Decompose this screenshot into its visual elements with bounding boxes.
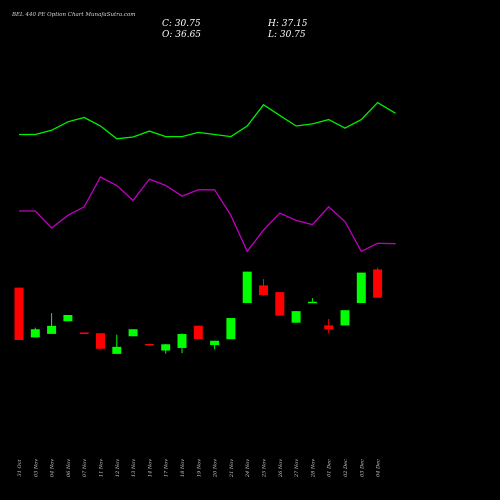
candle-body — [356, 272, 366, 303]
candle-body — [324, 325, 334, 330]
candle-body — [144, 343, 154, 346]
x-tick-label: 18 Nov — [180, 459, 186, 477]
candle-body — [307, 301, 317, 304]
candle-body — [275, 292, 285, 316]
indicator-lines — [19, 101, 396, 253]
candle-body — [226, 318, 236, 340]
candle-body — [79, 332, 89, 335]
open-readout: O: 36.65 — [162, 30, 201, 40]
x-tick-label: 04 Nov — [50, 459, 56, 477]
candle-body — [112, 346, 122, 354]
x-tick-label: 19 Nov — [196, 459, 202, 477]
candle-body — [30, 329, 40, 338]
x-tick-label: 28 Nov — [310, 459, 316, 478]
x-tick-label: 17 Nov — [164, 459, 170, 477]
x-tick-label: 31 Oct — [17, 459, 23, 477]
x-tick-label: 02 Dec — [343, 459, 349, 477]
candle-body — [291, 311, 301, 323]
low-readout: L: 30.75 — [267, 30, 306, 40]
candle-body — [161, 344, 171, 351]
x-tick-label: 14 Nov — [147, 459, 153, 477]
x-tick-label: 21 Nov — [229, 459, 235, 478]
candle-body — [128, 329, 138, 337]
candle-body — [242, 271, 252, 303]
candles — [14, 267, 383, 354]
x-tick-label: 01 Dec — [327, 459, 333, 477]
x-tick-label: 07 Nov — [82, 459, 88, 477]
chart-title: BEL 440 PE Option Chart MunafaSutra.com — [11, 12, 135, 18]
x-tick-label: 27 Nov — [294, 459, 300, 478]
x-tick-label: 13 Nov — [131, 459, 137, 477]
x-tick-label: 03 Nov — [33, 459, 39, 477]
upper-line-series — [19, 101, 396, 140]
candle-body — [373, 269, 383, 298]
candle-body — [47, 325, 57, 334]
x-axis-ticks: 31 Oct 03 Nov 04 Nov 06 Nov 07 Nov 11 Nov 12 N… — [17, 459, 382, 478]
x-tick-label: 06 Nov — [66, 459, 72, 477]
x-tick-label: 11 Nov — [99, 459, 105, 477]
candle-body — [259, 285, 268, 295]
x-tick-label: 12 Nov — [115, 459, 121, 477]
candle-body — [96, 333, 105, 349]
x-tick-label: 24 Nov — [245, 459, 251, 478]
candle-body — [14, 287, 24, 340]
candle-body — [63, 315, 73, 322]
close-readout: C: 30.75 — [162, 19, 201, 29]
candle-body — [177, 334, 187, 348]
x-tick-label: 20 Nov — [213, 459, 219, 478]
high-readout: H: 37.15 — [267, 19, 308, 29]
candle-body — [193, 325, 203, 340]
x-tick-label: 04 Dec — [376, 459, 382, 477]
lower-line-series — [19, 176, 396, 253]
x-tick-label: 26 Nov — [278, 459, 284, 478]
x-tick-label: 25 Nov — [262, 459, 268, 478]
candle-body — [210, 340, 220, 346]
candle-body — [340, 310, 350, 326]
x-tick-label: 03 Dec — [359, 459, 365, 477]
